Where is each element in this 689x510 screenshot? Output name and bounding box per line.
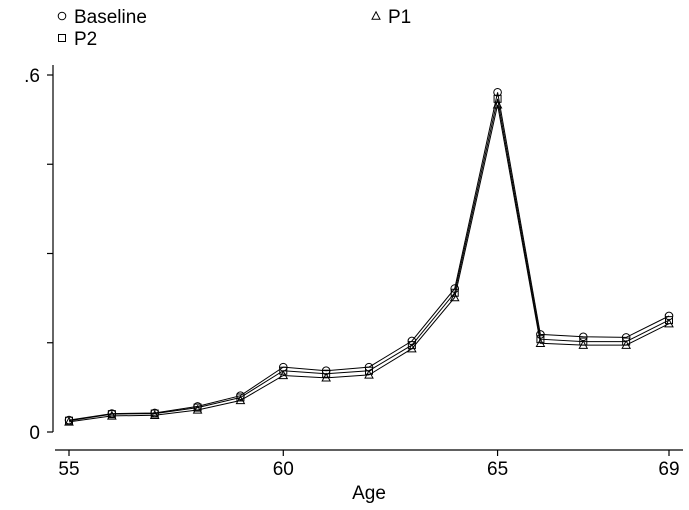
x-tick-label: 69 [658,459,679,480]
x-axis-title: Age [352,483,386,504]
data-point [235,395,246,405]
data-point [493,87,502,97]
data-point [150,409,159,418]
series-p1 [64,99,674,426]
data-point [236,393,245,402]
data-point [149,410,160,420]
series-line-p2 [68,98,670,422]
data-point [492,99,503,109]
series-layer [64,87,674,426]
data-point [65,416,73,425]
data-point [278,370,289,380]
legend-item-p1: P1 [371,7,411,28]
data-point [107,410,116,419]
legend-marker [58,34,66,42]
legend: Baseline P1 P2 [57,7,411,50]
data-point [493,94,502,103]
data-point [193,403,202,412]
legend-item-p2: P2 [58,29,97,50]
x-tick-label: 65 [487,459,508,480]
x-tick-label: 60 [273,459,294,480]
legend-item-baseline: Baseline [57,7,147,28]
data-point [64,416,74,426]
series-p2 [65,94,673,425]
data-point [365,366,373,375]
axes: 0 .6 55 60 65 69 [24,65,683,480]
data-point [536,335,545,344]
data-point [322,369,331,378]
data-point [665,316,673,325]
data-point [407,341,416,350]
data-point [622,337,631,346]
legend-marker [371,10,381,20]
data-point [449,292,460,302]
legend-label: P1 [388,7,411,28]
data-point [579,337,588,346]
data-point [450,288,459,297]
x-tick-label: 55 [58,459,79,480]
series-baseline [64,87,674,425]
series-line-p1 [68,104,670,423]
y-tick-label: 0 [29,423,40,444]
data-point [107,410,117,420]
legend-marker [57,11,67,21]
legend-label: P2 [74,29,97,50]
data-point [279,366,288,375]
y-tick-label: .6 [24,66,40,87]
legend-label: Baseline [74,7,147,28]
data-point [192,404,203,414]
